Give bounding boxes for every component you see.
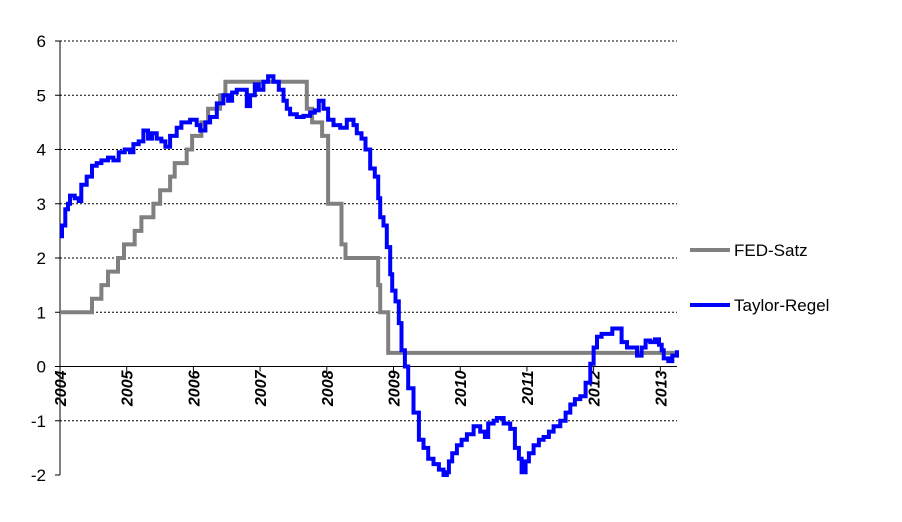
series-line-taylor-regel: [60, 74, 679, 477]
x-tick-label: 2004: [53, 370, 70, 407]
y-tick-label: 1: [37, 303, 46, 322]
grid-lines: [60, 40, 677, 422]
y-tick-labels: -2 -1 0 1 2 3 4 5 6: [31, 32, 46, 485]
x-tick-label: 2013: [653, 370, 670, 407]
x-tick-label: 2009: [387, 370, 404, 407]
x-tick-label: 2007: [253, 369, 270, 407]
y-tick-label: 5: [37, 86, 46, 105]
y-tick-label: 4: [37, 141, 46, 160]
x-tick-label: 2005: [120, 369, 137, 407]
x-tick-label: 2011: [520, 370, 537, 406]
series-line-fed-satz: [60, 79, 677, 355]
legend-label: Taylor-Regel: [734, 296, 829, 315]
axes: [55, 40, 677, 476]
x-tick-labels: 2004 2005 2006 2007 2008 2009 2010 2011 2012 2013: [53, 369, 670, 407]
y-tick-label: 2: [37, 249, 46, 268]
y-tick-label: 6: [37, 32, 46, 51]
y-tick-label: -2: [31, 466, 46, 485]
legend-label: FED-Satz: [734, 241, 808, 260]
legend: FED-Satz Taylor-Regel: [690, 241, 829, 315]
x-tick-label: 2010: [453, 370, 470, 407]
x-tick-label: 2006: [186, 370, 203, 407]
y-tick-label: 0: [37, 358, 46, 377]
series-layer: [60, 74, 679, 477]
y-tick-label: 3: [37, 195, 46, 214]
y-tick-label: -1: [31, 412, 46, 431]
x-tick-label: 2008: [320, 370, 337, 407]
